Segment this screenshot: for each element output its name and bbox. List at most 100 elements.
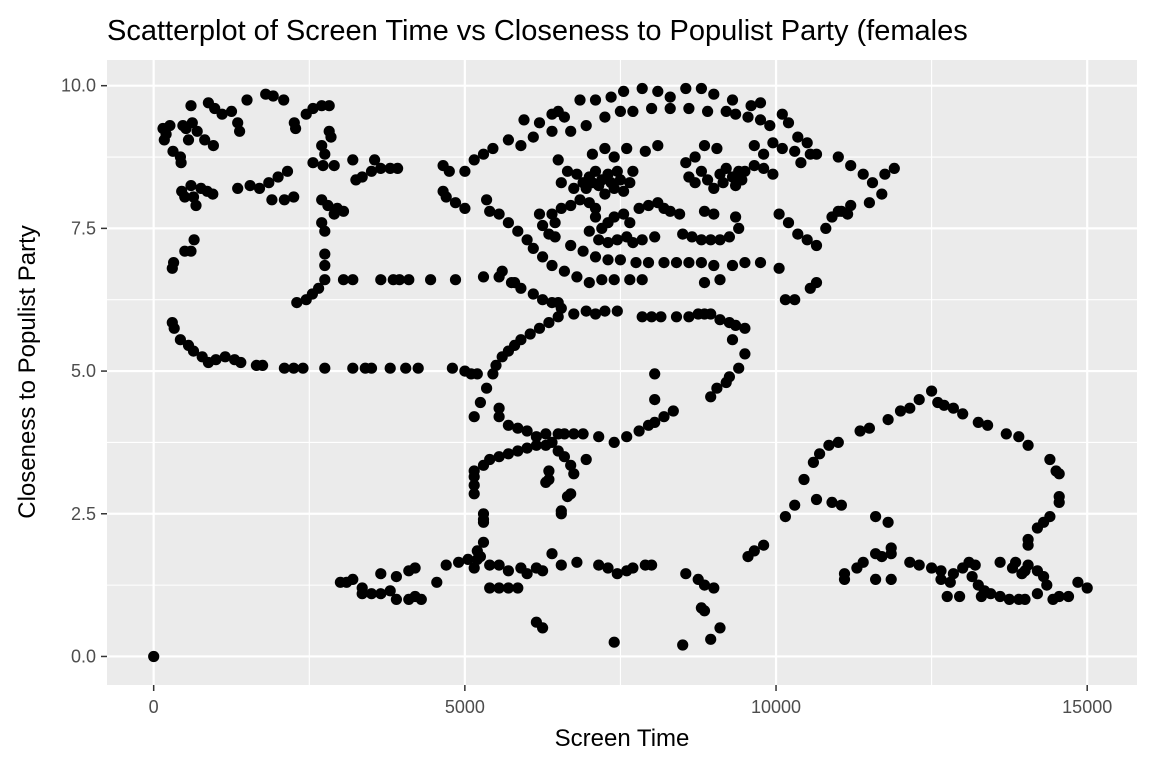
data-point [586,148,599,160]
data-point [602,562,614,574]
data-point [512,225,524,237]
data-point [773,208,785,220]
data-point [832,436,844,448]
data-point [624,217,636,229]
data-point [810,239,823,252]
data-point [552,154,564,166]
data-point [670,257,683,269]
data-point [1010,556,1022,568]
data-point [695,234,708,246]
data-point [487,368,499,380]
data-point [1081,582,1093,594]
data-point [736,174,748,186]
data-point [717,177,729,189]
data-point [521,234,533,246]
data-point [347,154,359,166]
plot-panel [107,60,1137,685]
data-point [502,217,514,229]
data-point [533,208,546,220]
y-tick-label: 2.5 [71,504,96,524]
data-point [698,277,711,289]
data-point [589,211,602,223]
data-point [826,496,838,508]
data-point [711,382,723,394]
data-point [904,402,916,414]
data-point [764,120,776,132]
data-point [642,199,655,212]
data-point [593,559,605,571]
data-point [583,277,595,289]
data-point [773,262,785,274]
data-point [323,100,335,112]
data-point [876,188,888,200]
data-point [857,556,869,568]
data-point [1000,428,1012,440]
data-point [185,180,197,192]
data-point [512,422,524,434]
data-point [614,174,627,186]
data-point [334,576,346,588]
data-point [574,194,586,206]
data-point [502,448,514,460]
data-point [814,448,826,460]
data-point [608,151,620,163]
data-point [633,202,645,214]
data-point [291,297,303,309]
data-point [664,91,676,103]
chart-title: Scatterplot of Screen Time vs Closeness … [107,15,968,47]
data-point [789,499,801,511]
data-point [493,451,505,463]
data-point [733,362,745,374]
data-point [618,208,630,220]
data-point [512,582,524,594]
data-point [767,137,779,149]
data-point [882,516,894,528]
data-point [857,168,869,180]
data-point [188,234,200,246]
data-point [599,111,611,123]
data-point [225,105,238,117]
data-point [636,311,648,323]
data-point [642,257,655,269]
data-point [257,359,269,371]
data-point [515,282,527,294]
data-point [440,191,452,203]
data-point [698,579,711,591]
data-point [730,108,742,120]
data-point [543,465,555,477]
data-point [484,582,496,594]
data-point [521,568,533,580]
data-point [527,242,539,254]
data-point [782,117,795,129]
data-point [720,376,732,389]
data-point [365,588,378,600]
data-point [602,254,614,266]
data-point [589,202,602,214]
data-point [664,102,676,115]
data-point [711,142,723,155]
data-points [148,82,1093,663]
data-point [571,168,583,180]
data-point [854,425,866,437]
data-point [219,351,231,363]
data-point [935,573,947,586]
data-point [798,473,810,486]
data-point [281,165,294,177]
data-point [148,650,160,663]
data-point [621,431,633,443]
data-point [468,479,480,491]
data-point [593,431,605,443]
data-point [589,165,602,177]
data-point [527,131,539,143]
data-point [571,271,583,283]
data-point [365,165,378,177]
data-point [540,439,552,451]
data-point [845,199,857,212]
data-point [555,177,567,189]
data-point [720,162,732,174]
data-point [307,102,319,115]
data-point [677,639,689,651]
data-point [468,471,480,483]
data-point [313,282,325,294]
data-point [462,553,474,566]
